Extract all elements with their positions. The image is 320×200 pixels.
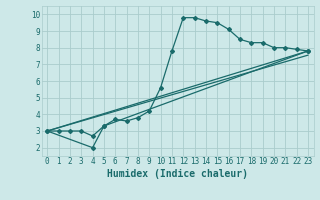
X-axis label: Humidex (Indice chaleur): Humidex (Indice chaleur) bbox=[107, 169, 248, 179]
